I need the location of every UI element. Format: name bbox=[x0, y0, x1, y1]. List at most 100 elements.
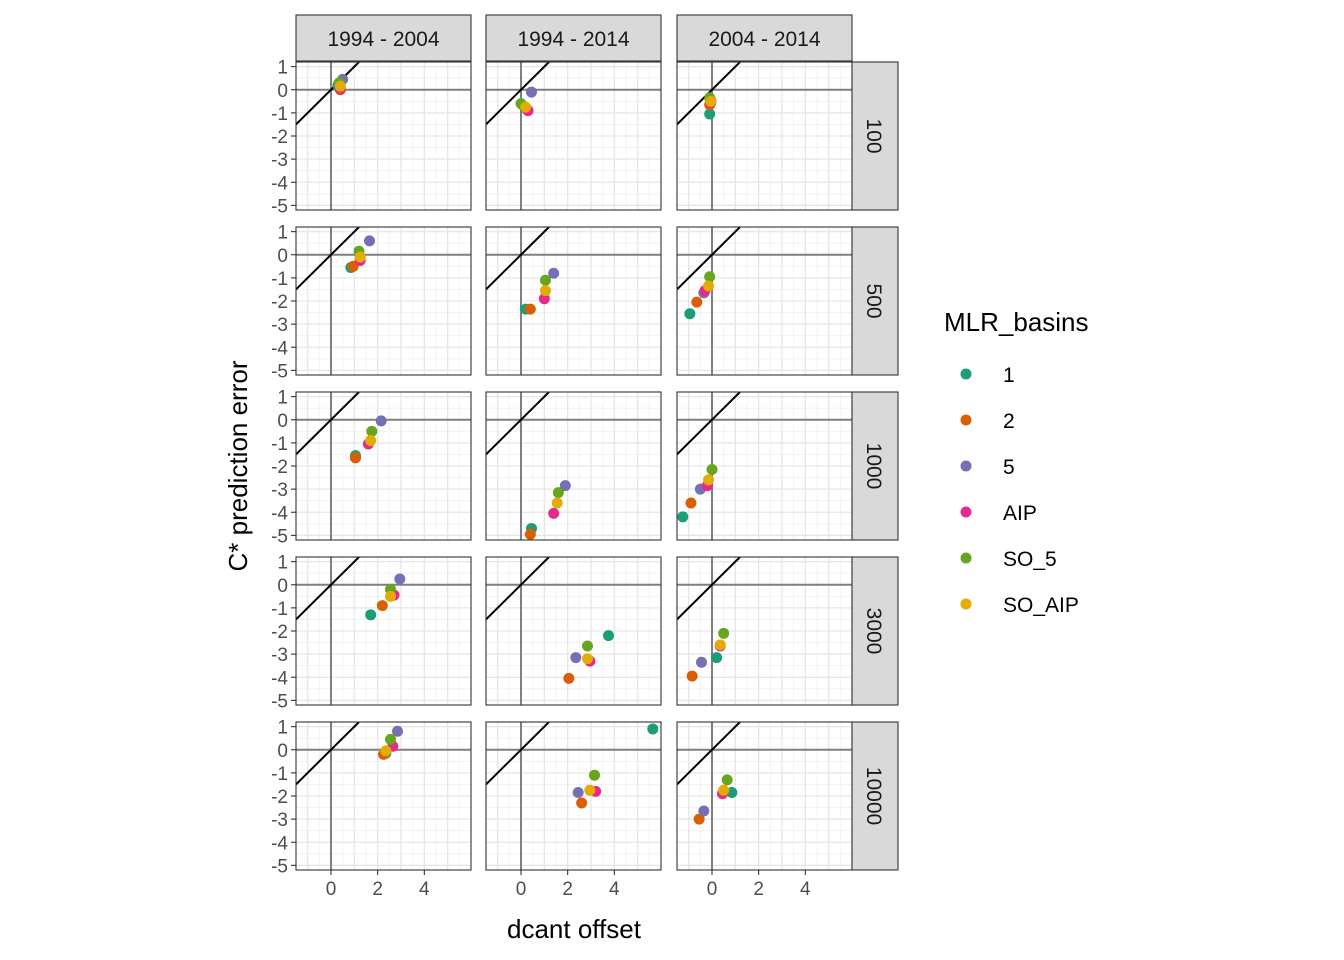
y-tick-label: -5 bbox=[271, 196, 288, 217]
y-tick-label: -2 bbox=[271, 457, 288, 478]
data-point-SO_AIP bbox=[540, 285, 551, 297]
identity-line bbox=[677, 557, 741, 621]
data-point-SO_AIP bbox=[582, 653, 593, 665]
legend-key bbox=[960, 414, 972, 426]
data-point-5 bbox=[392, 725, 403, 737]
identity-line bbox=[486, 227, 550, 291]
data-point-1 bbox=[684, 308, 696, 320]
row-strip: 10000 bbox=[851, 721, 899, 871]
x-tick-label: 0 bbox=[516, 879, 527, 900]
y-tick-label: -5 bbox=[271, 691, 288, 712]
y-tick-label: -5 bbox=[271, 856, 288, 877]
facet-panel bbox=[485, 721, 662, 871]
identity-line bbox=[486, 392, 550, 456]
data-point-5 bbox=[526, 86, 537, 98]
panels-layer bbox=[295, 61, 853, 871]
x-tick-label: 0 bbox=[326, 879, 337, 900]
data-point-5 bbox=[570, 652, 582, 664]
y-tick-label: -3 bbox=[271, 645, 288, 666]
data-point-5 bbox=[698, 805, 710, 817]
data-point-2 bbox=[685, 497, 697, 509]
row-strip-label: 3000 bbox=[862, 608, 885, 655]
legend-key bbox=[960, 506, 972, 518]
data-point-SO_AIP bbox=[703, 474, 714, 486]
data-point-1 bbox=[647, 723, 659, 735]
row-strip-label: 10000 bbox=[862, 767, 885, 825]
identity-line bbox=[677, 227, 741, 291]
panel-border bbox=[485, 721, 662, 871]
identity-line bbox=[296, 62, 360, 126]
panel-border bbox=[485, 391, 662, 541]
x-axis-title: dcant offset bbox=[507, 914, 642, 944]
x-tick-label: 2 bbox=[753, 879, 764, 900]
y-tick-label: -1 bbox=[271, 434, 288, 455]
facet-strips: 1994 - 2004 1994 - 2014 2004 - 2014 100 500 1… bbox=[295, 14, 899, 871]
column-strip: 1994 - 2014 bbox=[485, 14, 662, 62]
identity-line bbox=[486, 557, 550, 621]
y-tick-label: -4 bbox=[271, 338, 288, 359]
column-strip: 2004 - 2014 bbox=[676, 14, 853, 62]
facet-panel bbox=[676, 61, 853, 211]
legend-label: SO_AIP bbox=[1003, 594, 1079, 617]
y-tick-label: 1 bbox=[277, 58, 288, 79]
facet-panel bbox=[295, 721, 472, 871]
column-strip: 1994 - 2004 bbox=[295, 14, 472, 62]
data-point-2 bbox=[563, 672, 575, 684]
data-point-5 bbox=[559, 480, 571, 492]
x-tick-label: 2 bbox=[562, 879, 573, 900]
legend-item: 1 bbox=[960, 364, 1015, 387]
identity-line bbox=[677, 722, 741, 786]
data-point-SO_AIP bbox=[714, 639, 726, 651]
legend-key bbox=[960, 460, 972, 472]
row-strip-label: 100 bbox=[862, 118, 885, 153]
data-point-AIP bbox=[548, 507, 560, 519]
y-tick-label: -3 bbox=[271, 810, 288, 831]
facet-panel bbox=[485, 61, 662, 211]
facet-panel bbox=[485, 391, 662, 541]
data-point-5 bbox=[572, 787, 584, 799]
x-tick-label: 4 bbox=[419, 879, 430, 900]
y-tick-label: 1 bbox=[277, 388, 288, 409]
data-point-SO_AIP bbox=[703, 280, 714, 292]
facet-panel bbox=[295, 556, 472, 706]
facet-panel bbox=[485, 556, 662, 706]
x-tick-label: 2 bbox=[372, 879, 383, 900]
data-point-AIP bbox=[538, 293, 550, 305]
y-tick-label: -4 bbox=[271, 668, 288, 689]
y-tick-label: -2 bbox=[271, 787, 288, 808]
y-tick-label: -1 bbox=[271, 104, 288, 125]
y-tick-label: 0 bbox=[277, 246, 288, 267]
row-strip: 3000 bbox=[851, 556, 899, 706]
strip-background bbox=[851, 226, 899, 376]
identity-line bbox=[296, 227, 360, 291]
facet-panel bbox=[295, 61, 472, 211]
y-axis-title: C* prediction error bbox=[223, 360, 253, 571]
y-tick-label: 0 bbox=[277, 741, 288, 762]
strip-background bbox=[851, 391, 899, 541]
data-point-2 bbox=[376, 600, 388, 612]
panel-border bbox=[485, 61, 662, 211]
y-tick-label: 1 bbox=[277, 718, 288, 739]
data-point-2 bbox=[693, 813, 705, 825]
data-point-1 bbox=[603, 630, 614, 642]
column-strip-label: 1994 - 2014 bbox=[517, 28, 629, 51]
data-point-5 bbox=[548, 267, 560, 279]
data-point-SO_5 bbox=[385, 733, 396, 745]
identity-line bbox=[486, 722, 550, 786]
legend-title: MLR_basins bbox=[944, 307, 1089, 337]
data-point-1 bbox=[711, 652, 723, 664]
panel-border bbox=[485, 226, 662, 376]
data-point-2 bbox=[686, 670, 698, 682]
y-tick-label: -4 bbox=[271, 503, 288, 524]
identity-line bbox=[677, 392, 741, 456]
legend-item: AIP bbox=[960, 502, 1037, 525]
row-strip-label: 500 bbox=[862, 283, 885, 318]
identity-line bbox=[296, 557, 360, 621]
row-strip-label: 1000 bbox=[862, 443, 885, 490]
strip-background bbox=[485, 14, 662, 62]
legend-key bbox=[960, 598, 972, 610]
data-point-5 bbox=[394, 573, 406, 585]
legend-item: 5 bbox=[960, 456, 1015, 479]
legend-item: 2 bbox=[960, 410, 1015, 433]
